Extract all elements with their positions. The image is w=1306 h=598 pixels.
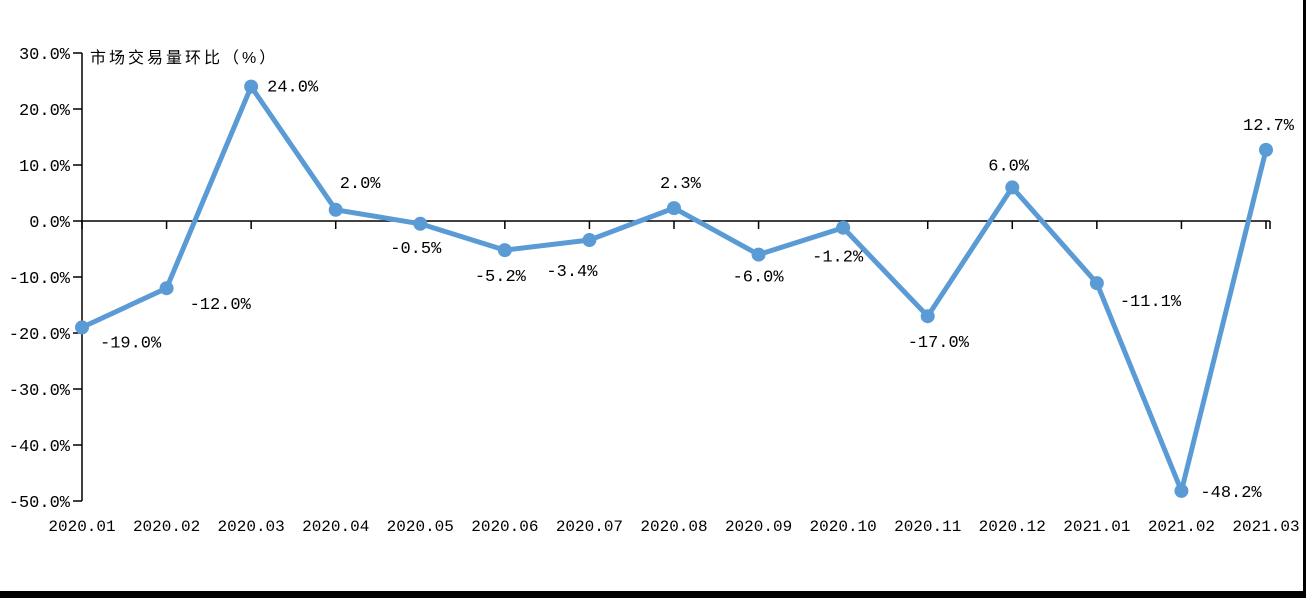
data-point <box>1174 483 1189 498</box>
data-point-label: -19.0% <box>100 334 162 353</box>
x-tick-label: 2020.03 <box>218 518 285 536</box>
y-tick-label: -30.0% <box>9 382 71 401</box>
data-point-label: -0.5% <box>390 240 442 259</box>
series-line <box>79 84 1269 494</box>
data-point <box>1089 276 1104 291</box>
y-tick-label: 30.0% <box>19 46 71 65</box>
data-point-label: -1.2% <box>812 249 864 268</box>
x-tick-label: 2021.02 <box>1148 518 1215 536</box>
y-tick-label: 20.0% <box>19 102 71 121</box>
data-point <box>920 309 935 324</box>
right-border-rule <box>1303 0 1306 598</box>
data-point-label: -17.0% <box>908 334 970 353</box>
x-tick-label: 2020.07 <box>556 518 623 536</box>
data-point <box>836 220 851 235</box>
data-point-label: -3.4% <box>546 263 598 282</box>
data-point <box>751 247 766 262</box>
data-point <box>159 281 174 296</box>
x-tick-label: 2020.01 <box>48 518 115 536</box>
x-tick-label: 2020.10 <box>810 518 877 536</box>
data-point-label: -6.0% <box>733 269 785 288</box>
x-tick-label: 2020.12 <box>979 518 1046 536</box>
x-tick-label: 2020.06 <box>471 518 538 536</box>
y-tick-label: -40.0% <box>9 438 71 457</box>
data-point-label: -11.1% <box>1120 293 1182 312</box>
data-point-label: 6.0% <box>988 157 1030 176</box>
data-point <box>328 202 343 217</box>
data-point <box>582 233 597 248</box>
x-tick-label: 2021.01 <box>1063 518 1130 536</box>
data-point <box>497 243 512 258</box>
data-point <box>1259 142 1273 157</box>
data-point <box>244 79 259 94</box>
data-point <box>667 201 681 216</box>
data-point-label: 24.0% <box>267 79 319 98</box>
chart-title: 市场交易量环比（%） <box>90 50 279 67</box>
data-point <box>75 320 89 335</box>
data-point-label: 12.7% <box>1243 117 1295 136</box>
y-tick-label: 10.0% <box>19 158 71 177</box>
data-point-label: -48.2% <box>1200 484 1262 503</box>
y-tick-label: -20.0% <box>9 326 71 345</box>
data-point-label: -5.2% <box>475 268 527 287</box>
data-point-label: 2.3% <box>660 175 702 194</box>
x-tick-label: 2020.09 <box>725 518 792 536</box>
x-tick-label: 2020.05 <box>387 518 454 536</box>
x-tick-label: 2020.02 <box>133 518 200 536</box>
y-tick-label: 0.0% <box>29 214 71 233</box>
x-tick-label: 2021.03 <box>1232 518 1299 536</box>
y-tick-label: -50.0% <box>9 494 71 513</box>
data-point-label: -12.0% <box>190 296 252 315</box>
data-point <box>1005 180 1020 195</box>
data-point <box>413 216 428 231</box>
x-tick-label: 2020.08 <box>640 518 707 536</box>
y-tick-label: -10.0% <box>9 270 71 289</box>
bottom-border-rule <box>0 591 1306 598</box>
x-tick-label: 2020.04 <box>302 518 369 536</box>
x-tick-label: 2020.11 <box>894 518 961 536</box>
data-point-label: 2.0% <box>340 175 382 194</box>
